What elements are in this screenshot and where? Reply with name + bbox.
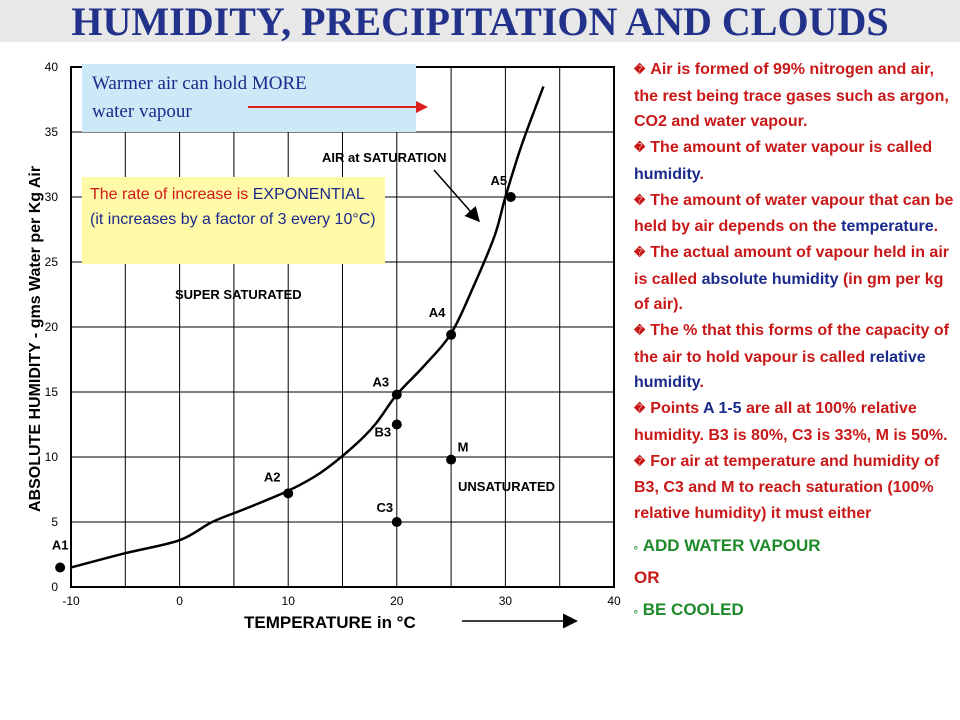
y-tick-label: 0 [51, 580, 58, 594]
warm-air-note-line1: Warmer air can hold MORE [92, 73, 307, 94]
x-tick-label: 30 [499, 594, 513, 608]
bullet-icon: � [634, 455, 646, 468]
data-points: A1 A2 A3 A4 A5 B3 C3 M [52, 173, 516, 573]
point-label-m: M [458, 440, 469, 455]
bullet-item: � For air at temperature and humidity of … [634, 452, 940, 522]
bullet-icon: � [634, 403, 646, 416]
y-tick-label: 10 [45, 450, 59, 464]
warm-air-note: Warmer air can hold MORE water vapour [82, 64, 428, 132]
x-tick-label: 0 [176, 594, 183, 608]
x-tick-label: 10 [282, 594, 296, 608]
bullet-item: � Points A 1-5 are all at 100% relative h… [634, 400, 948, 444]
point-label-a4: A4 [429, 305, 446, 320]
point-label-a3: A3 [372, 375, 389, 390]
x-tick-labels: -10 0 10 20 30 40 [62, 594, 621, 608]
rate-note-keyword: EXPONENTIAL [252, 186, 365, 203]
data-point-a5 [505, 192, 516, 202]
x-axis-label: TEMPERATURE in °C [244, 613, 416, 632]
data-point-a4 [446, 329, 457, 340]
data-point-c3 [391, 517, 402, 527]
saturation-curve [70, 86, 545, 569]
exponential-rate-note: The rate of increase is EXPONENTIAL (it … [82, 177, 385, 264]
bullet-icon: � [634, 194, 646, 207]
point-label-a2: A2 [264, 469, 281, 484]
action-dot-icon: ₒ [634, 540, 638, 551]
y-tick-label: 30 [45, 190, 59, 204]
point-label-c3: C3 [376, 500, 393, 515]
action-add-water: ₒ ADD WATER VAPOUR [634, 535, 821, 555]
saturation-pointer-arrow [433, 169, 480, 223]
y-tick-labels: 0 5 10 15 20 25 30 35 40 [45, 60, 59, 594]
action-be-cooled: ₒ BE COOLED [634, 600, 744, 620]
y-tick-label: 5 [51, 515, 58, 529]
bullet-icon: � [634, 325, 646, 338]
rate-note-intro: The rate of increase is [90, 186, 249, 203]
bullet-item: � The % that this forms of the capacity o… [634, 322, 949, 392]
bullet-item: � Air is formed of 99% nitrogen and air, … [634, 61, 949, 131]
y-axis-label: ABSOLUTE HUMIDITY - gms Water per Kg Air [27, 166, 44, 512]
point-label-a5: A5 [491, 173, 508, 188]
chart-grid [70, 66, 615, 588]
x-tick-label: -10 [62, 594, 80, 608]
data-point-m [446, 454, 457, 465]
data-point-a1 [55, 562, 66, 573]
bullet-item: � The amount of water vapour that can be … [634, 191, 954, 236]
rate-note-detail: (it increases by a factor of 3 every 10°… [90, 211, 376, 228]
y-tick-label: 25 [45, 255, 59, 269]
air-at-saturation-label: AIR at SATURATION [322, 150, 446, 165]
y-tick-label: 35 [45, 125, 59, 139]
action-or: OR [634, 568, 660, 588]
x-tick-label: 20 [390, 594, 404, 608]
bullet-icon: � [634, 64, 646, 76]
data-point-a3 [391, 389, 402, 400]
data-point-b3 [391, 419, 402, 430]
bullet-item: � The actual amount of vapour held in air… [634, 243, 949, 314]
unsaturated-label: UNSATURATED [458, 479, 555, 494]
right-arrow-icon [248, 101, 428, 113]
y-tick-label: 40 [45, 60, 59, 74]
x-tick-label: 40 [607, 594, 621, 608]
title-bar [0, 0, 960, 42]
y-tick-label: 15 [45, 385, 59, 399]
y-tick-label: 20 [45, 320, 59, 334]
super-saturated-label: SUPER SATURATED [175, 287, 302, 302]
explanation-notes: � Air is formed of 99% nitrogen and air, … [634, 57, 958, 624]
page-title: HUMIDITY, PRECIPITATION AND CLOUDS [71, 0, 889, 44]
bullet-icon: � [634, 142, 646, 155]
data-point-a2 [283, 488, 294, 499]
humidity-chart: -10 0 10 20 30 40 0 5 10 15 20 25 30 35 40 A1 A2 A3 A4 A5… [27, 60, 621, 632]
bullet-item: � The amount of water vapour is called hu… [634, 139, 933, 183]
action-dot-icon: ₒ [634, 605, 638, 616]
point-label-b3: B3 [374, 425, 391, 440]
point-label-a1: A1 [52, 538, 69, 553]
bullet-icon: � [634, 246, 646, 259]
warm-air-note-line2: water vapour [92, 101, 192, 122]
